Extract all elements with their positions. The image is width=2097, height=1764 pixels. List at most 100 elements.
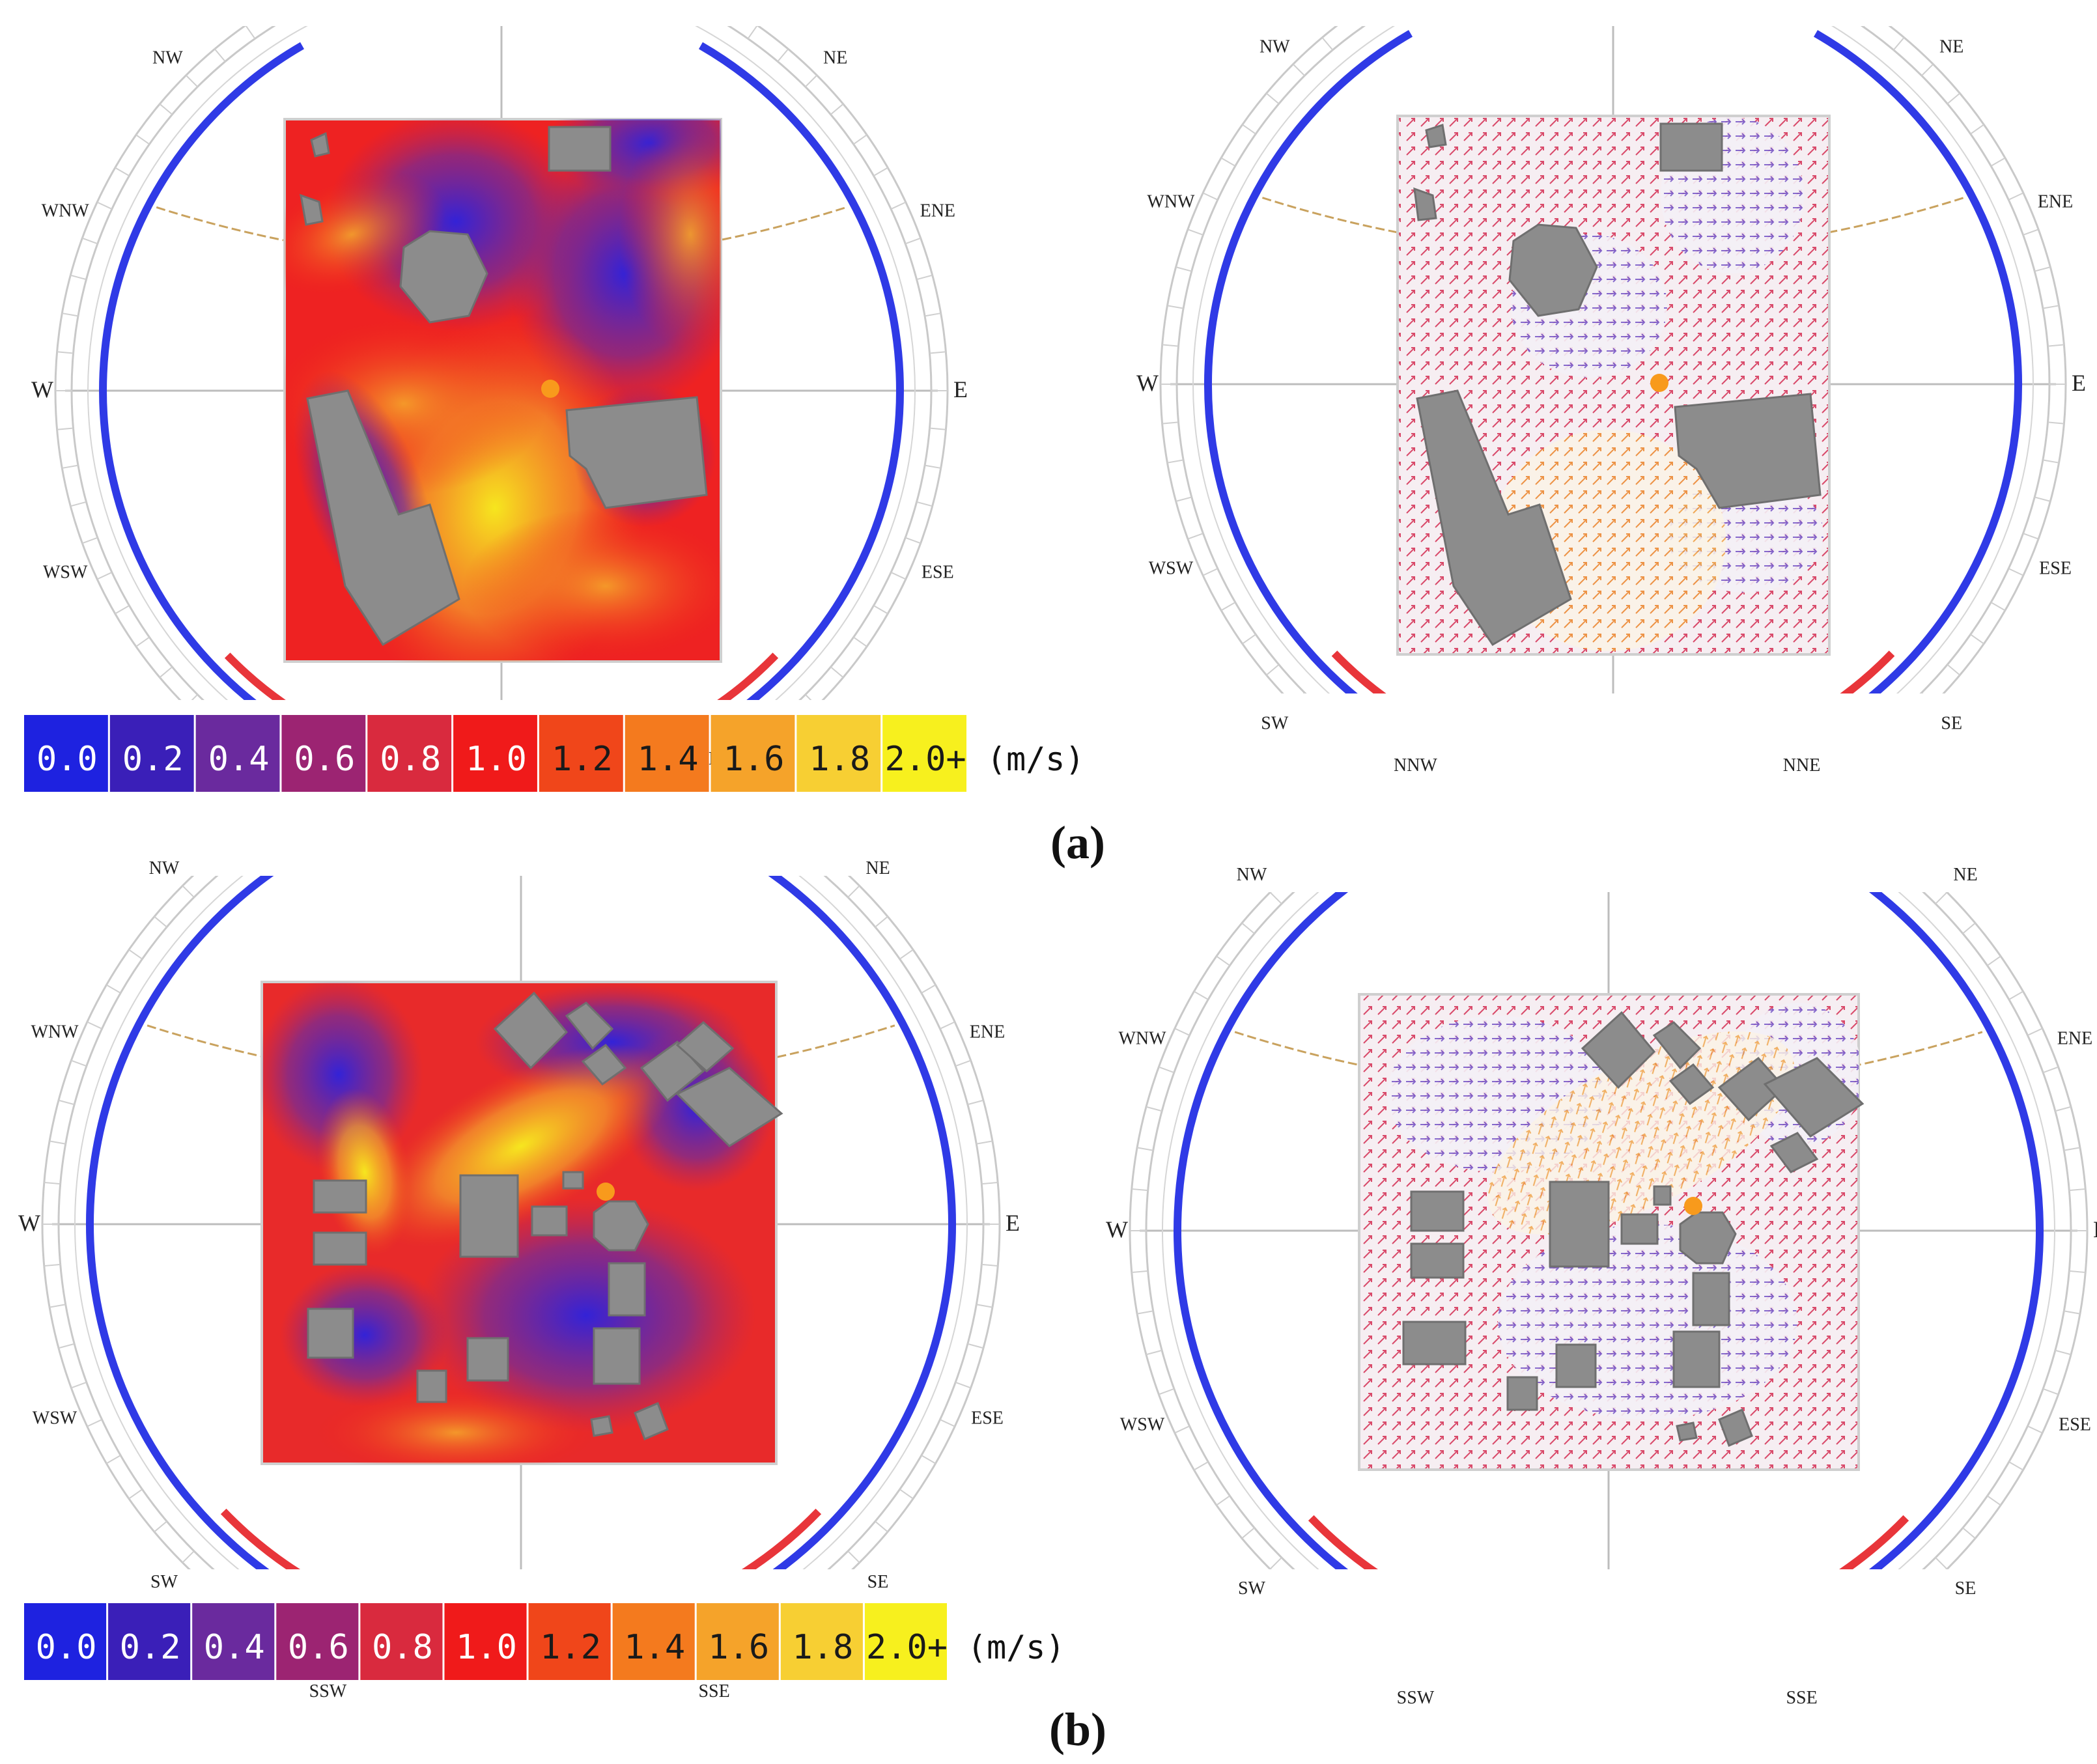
dial-tick [890, 201, 907, 210]
building [1668, 1063, 1715, 1106]
speed-zone [280, 1263, 449, 1407]
compass-label: W [1106, 1216, 1128, 1242]
dial-tick [1269, 1557, 1282, 1569]
dial-tick [282, 809, 290, 824]
dial-tick [386, 806, 390, 822]
building [590, 1415, 613, 1437]
red-arc-sw [1308, 1515, 1379, 1569]
dial-tick [246, 832, 255, 845]
legend-value: 2.0+ [884, 740, 966, 779]
legend-swatch [360, 1603, 443, 1680]
dial-tick [1921, 692, 1924, 693]
dial-tick [424, 814, 427, 830]
dial-tick [70, 501, 87, 507]
building [1653, 1185, 1672, 1206]
dial-tick [847, 885, 860, 898]
dial-tick [49, 1304, 66, 1308]
dial-tick [87, 1419, 102, 1427]
dial-tick [1406, 1649, 1413, 1664]
sun-marker [1650, 374, 1668, 392]
dial-tick [1567, 1691, 1568, 1707]
building [608, 1262, 646, 1317]
building [1555, 1343, 1597, 1388]
dial-tick [1301, 1585, 1312, 1597]
legend-value: 0.8 [380, 740, 441, 779]
red-arc-se [1838, 1515, 1909, 1569]
legend-value: 1.8 [809, 740, 870, 779]
legend-swatch [195, 715, 280, 792]
dial-tick [847, 1550, 860, 1563]
compass-label: ENE [2038, 192, 2073, 212]
dial-tick [976, 1304, 993, 1308]
legend-value: 0.2 [120, 1628, 181, 1667]
dial-tick [1804, 1649, 1811, 1664]
dial-tick [159, 666, 173, 679]
dial-tick [1728, 768, 1732, 784]
wind-contour-map-a [283, 118, 722, 663]
dial-tick [1361, 26, 1364, 27]
dial-tick [1874, 839, 1883, 852]
compass-label: SSW [309, 1681, 347, 1701]
dial-tick [2048, 344, 2064, 347]
dial-tick [955, 1381, 972, 1389]
dial-tick [1762, 794, 1768, 809]
compass-label: ESE [2039, 558, 2072, 578]
dial-tick [1302, 692, 1305, 693]
dial-tick [929, 351, 946, 354]
dial-tick [1804, 797, 1811, 812]
compass-label: SW [150, 1572, 178, 1592]
building [1676, 1421, 1698, 1442]
dial-tick [106, 1455, 121, 1464]
compass-label: SE [1955, 1578, 1977, 1599]
dial-tick [539, 819, 541, 835]
dial-tick [349, 794, 355, 809]
building [565, 1001, 614, 1050]
compass-label: NE [823, 48, 847, 68]
dial-tick [1334, 839, 1343, 852]
dial-tick [921, 1455, 936, 1464]
dial-tick [1292, 63, 1305, 76]
dial-tick [1947, 664, 1961, 676]
compass-label: W [18, 1210, 40, 1236]
dial-tick [2042, 1066, 2059, 1074]
compass-label: WSW [43, 562, 88, 582]
dial-tick [1131, 1270, 1148, 1274]
dial-tick [62, 464, 79, 469]
dial-tick [613, 806, 617, 822]
legend-swatch [796, 715, 881, 792]
dial-tick [479, 1685, 481, 1701]
legend-value: 0.2 [122, 740, 184, 779]
dial-tick [875, 1520, 888, 1533]
dial-body [54, 26, 949, 835]
dial-tick [1175, 266, 1192, 272]
dial-tick [976, 1140, 993, 1145]
building [1769, 1132, 1819, 1173]
dial-tick [561, 1685, 563, 1701]
dial-tick [2042, 459, 2059, 464]
building [1425, 124, 1447, 148]
building [1549, 1181, 1610, 1268]
dial-tick [1689, 814, 1691, 830]
dial-tick [853, 134, 867, 145]
dial-tick [1322, 718, 1332, 731]
compass-label: ESE [2059, 1415, 2091, 1435]
dial-tick [818, 1578, 828, 1591]
dial-tick [777, 48, 789, 63]
compass-label: E [1006, 1210, 1020, 1236]
dial-tick [1567, 754, 1568, 770]
blue-arc-east [1813, 30, 2023, 693]
compass-label: ENE [920, 201, 955, 221]
dial-tick [106, 984, 121, 994]
dial-tick [1728, 1677, 1732, 1693]
dial-tick [830, 103, 844, 115]
dial-tick [1767, 1665, 1773, 1680]
legend-value: 0.4 [208, 740, 270, 779]
blue-arc-west [1174, 892, 1349, 1569]
dial-ring-inner [74, 876, 968, 1569]
dial-tick [1158, 1066, 1175, 1074]
dial-tick [1906, 1585, 1916, 1597]
compass-label: E [2072, 370, 2086, 396]
sun-marker [597, 1183, 615, 1201]
dial-tick [967, 1343, 984, 1349]
dial-tick [44, 1181, 61, 1185]
